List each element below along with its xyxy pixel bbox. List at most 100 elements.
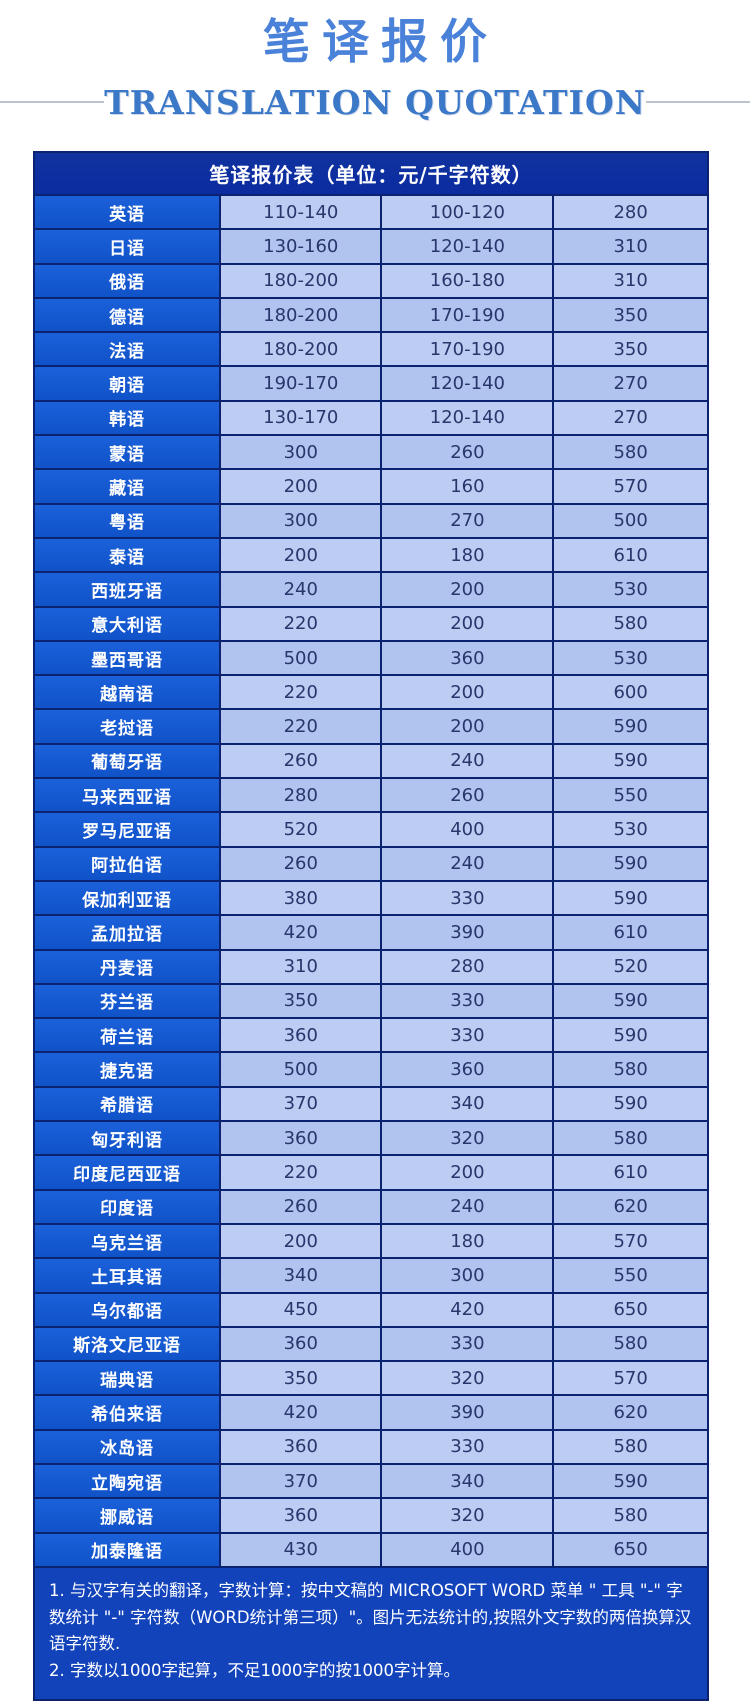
table-row: 斯洛文尼亚语 360 330 580 (35, 1327, 707, 1361)
language-cell: 丹麦语 (35, 950, 220, 983)
language-cell: 希腊语 (35, 1087, 220, 1121)
table-row: 孟加拉语 420 390 610 (35, 916, 707, 949)
price-cell: 240 (382, 847, 553, 880)
language-cell: 俄语 (35, 264, 220, 297)
price-cell: 260 (221, 1190, 381, 1223)
price-cell: 200 (382, 607, 553, 640)
table-row: 立陶宛语 370 340 590 (35, 1464, 707, 1498)
price-cell: 160-180 (382, 264, 553, 297)
price-cell: 400 (382, 813, 553, 846)
language-cell: 马来西亚语 (35, 779, 220, 812)
table-row: 阿拉伯语 260 240 590 (35, 847, 707, 880)
language-cell: 挪威语 (35, 1499, 220, 1532)
table-row: 保加利亚语 380 330 590 (35, 881, 707, 915)
price-cell: 370 (221, 1087, 381, 1121)
table-row: 捷克语 500 360 580 (35, 1053, 707, 1086)
price-cell: 650 (554, 1293, 707, 1326)
footer-notes: 1. 与汉字有关的翻译，字数计算：按中文稿的 MICROSOFT WORD 菜单… (35, 1567, 707, 1699)
language-cell: 法语 (35, 333, 220, 366)
table-row: 葡萄牙语 260 240 590 (35, 744, 707, 778)
table-row: 希腊语 370 340 590 (35, 1087, 707, 1121)
price-cell: 610 (554, 1156, 707, 1189)
price-cell: 360 (221, 1019, 381, 1052)
price-cell: 530 (554, 813, 707, 846)
price-cell: 200 (221, 538, 381, 572)
price-cell: 200 (382, 710, 553, 743)
price-cell: 120-140 (382, 401, 553, 435)
price-cell: 120-140 (382, 367, 553, 400)
price-cell: 580 (554, 436, 707, 469)
price-cell: 220 (221, 676, 381, 709)
language-cell: 蒙语 (35, 436, 220, 469)
price-cell: 650 (554, 1533, 707, 1566)
price-cell: 420 (382, 1293, 553, 1326)
price-cell: 570 (554, 1224, 707, 1258)
table-row: 土耳其语 340 300 550 (35, 1259, 707, 1292)
price-cell: 590 (554, 881, 707, 915)
subtitle-divider-right (645, 101, 750, 104)
price-cell: 500 (554, 504, 707, 537)
table-row: 蒙语 300 260 580 (35, 436, 707, 469)
language-cell: 英语 (35, 196, 220, 229)
price-cell: 200 (221, 1224, 381, 1258)
language-cell: 朝语 (35, 367, 220, 400)
price-cell: 580 (554, 1499, 707, 1532)
table-row: 荷兰语 360 330 590 (35, 1019, 707, 1052)
language-cell: 老挝语 (35, 710, 220, 743)
price-cell: 270 (554, 401, 707, 435)
price-cell: 260 (382, 436, 553, 469)
language-cell: 斯洛文尼亚语 (35, 1327, 220, 1361)
price-cell: 580 (554, 607, 707, 640)
price-cell: 320 (382, 1122, 553, 1155)
price-cell: 590 (554, 744, 707, 778)
price-cell: 340 (382, 1087, 553, 1121)
price-cell: 180 (382, 538, 553, 572)
price-cell: 180-200 (221, 298, 381, 332)
language-cell: 粤语 (35, 504, 220, 537)
price-cell: 240 (221, 573, 381, 606)
table-row: 冰岛语 360 330 580 (35, 1430, 707, 1463)
price-cell: 340 (382, 1464, 553, 1498)
price-cell: 100-120 (382, 196, 553, 229)
price-cell: 130-170 (221, 401, 381, 435)
language-cell: 乌克兰语 (35, 1224, 220, 1258)
price-cell: 580 (554, 1430, 707, 1463)
price-cell: 300 (382, 1259, 553, 1292)
table-row: 藏语 200 160 570 (35, 470, 707, 503)
price-cell: 330 (382, 984, 553, 1018)
price-cell: 590 (554, 1087, 707, 1121)
price-cell: 170-190 (382, 333, 553, 366)
price-cell: 200 (382, 1156, 553, 1189)
price-cell: 350 (554, 298, 707, 332)
price-cell: 220 (221, 1156, 381, 1189)
price-cell: 610 (554, 538, 707, 572)
language-cell: 瑞典语 (35, 1362, 220, 1395)
price-cell: 240 (382, 1190, 553, 1223)
table-row: 泰语 200 180 610 (35, 538, 707, 572)
price-cell: 160 (382, 470, 553, 503)
price-cell: 240 (382, 744, 553, 778)
table-row: 瑞典语 350 320 570 (35, 1362, 707, 1395)
language-cell: 乌尔都语 (35, 1293, 220, 1326)
language-cell: 罗马尼亚语 (35, 813, 220, 846)
price-cell: 530 (554, 641, 707, 675)
price-cell: 600 (554, 676, 707, 709)
price-cell: 550 (554, 1259, 707, 1292)
price-cell: 270 (382, 504, 553, 537)
price-cell: 180 (382, 1224, 553, 1258)
price-cell: 270 (554, 367, 707, 400)
table-row: 德语 180-200 170-190 350 (35, 298, 707, 332)
language-cell: 土耳其语 (35, 1259, 220, 1292)
price-cell: 420 (221, 1396, 381, 1429)
price-cell: 300 (221, 504, 381, 537)
price-cell: 360 (221, 1122, 381, 1155)
price-cell: 180-200 (221, 333, 381, 366)
price-cell: 260 (221, 744, 381, 778)
price-cell: 200 (382, 573, 553, 606)
language-cell: 立陶宛语 (35, 1464, 220, 1498)
table-row: 罗马尼亚语 520 400 530 (35, 813, 707, 846)
price-cell: 370 (221, 1464, 381, 1498)
price-cell: 340 (221, 1259, 381, 1292)
language-cell: 墨西哥语 (35, 641, 220, 675)
price-cell: 550 (554, 779, 707, 812)
